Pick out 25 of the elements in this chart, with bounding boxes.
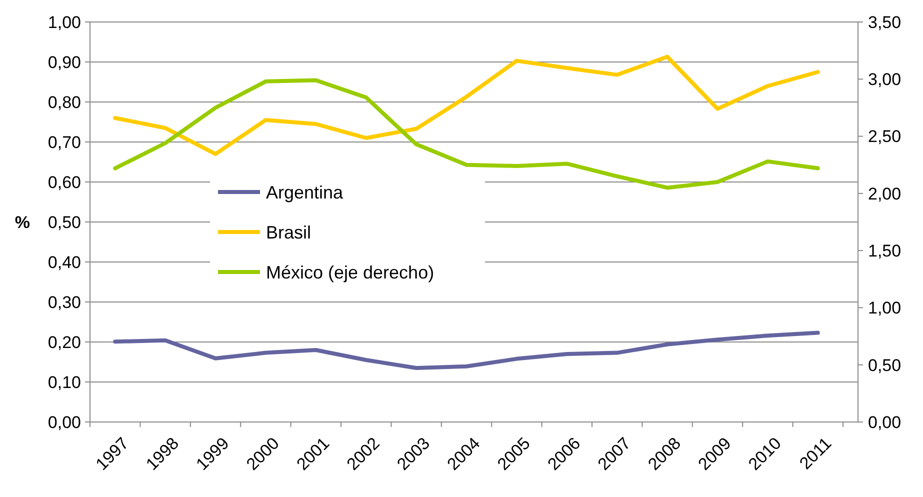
y-tick-label: 0,70 (48, 132, 81, 152)
y-tick-label: 0,50 (48, 212, 81, 232)
legend-label: Argentina (266, 182, 344, 202)
y2-tick-label: 1,50 (868, 242, 902, 261)
line-series (113, 54, 820, 156)
y2-tick-label: 2,50 (868, 127, 902, 146)
y2-tick-label: 3,00 (868, 70, 902, 90)
y-tick-label: 1,00 (48, 12, 81, 32)
y-tick-label: 0,80 (48, 92, 81, 112)
y2-tick-label: 3,50 (868, 12, 902, 32)
y-tick-label: 0,90 (48, 52, 81, 72)
y-axis-title: % (14, 212, 30, 232)
y2-tick-label: 0,50 (868, 356, 902, 375)
y-tick-label: 0,30 (48, 292, 81, 312)
legend-label: Brasil (266, 222, 312, 242)
legend-label: México (eje derecho) (266, 262, 434, 282)
line-series (113, 330, 820, 370)
y-tick-label: 0,00 (48, 412, 81, 432)
y2-tick-label: 2,00 (868, 184, 902, 204)
y-tick-label: 0,10 (48, 372, 81, 392)
y-tick-label: 0,20 (48, 332, 81, 352)
y2-tick-label: 1,00 (868, 298, 902, 318)
y-tick-label: 0,60 (48, 172, 81, 192)
y2-tick-label: 0,00 (868, 412, 902, 432)
y-tick-label: 0,40 (48, 252, 81, 272)
